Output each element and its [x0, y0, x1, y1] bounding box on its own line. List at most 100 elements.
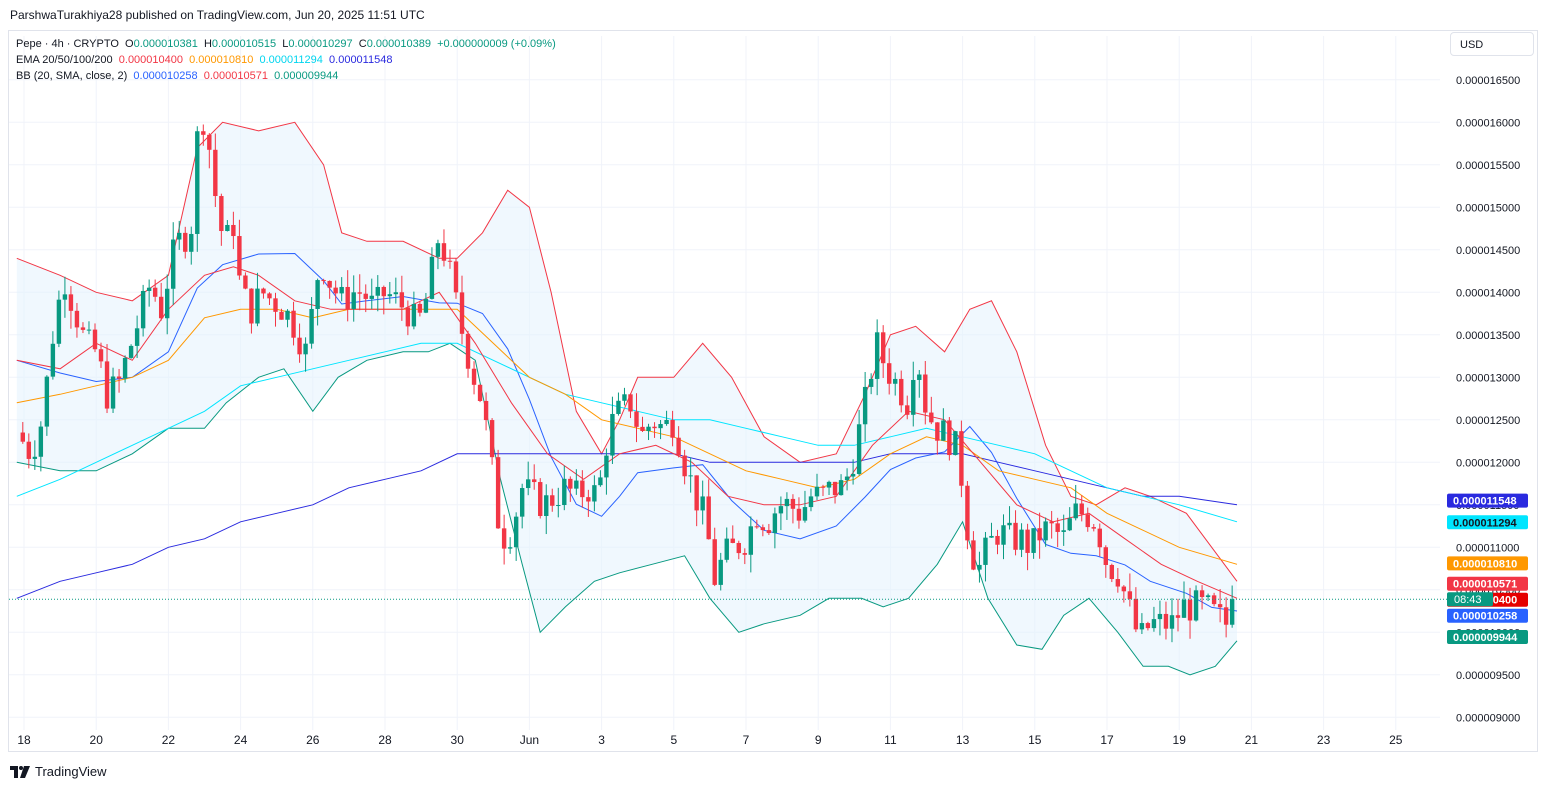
candle-body[interactable] [814, 486, 820, 497]
candle-body[interactable] [98, 349, 104, 362]
candle-body[interactable] [766, 530, 772, 534]
candle-body[interactable] [911, 379, 916, 415]
candle-body[interactable] [171, 239, 176, 289]
candle-body[interactable] [1055, 523, 1060, 532]
candle-body[interactable] [959, 431, 964, 486]
candle-body[interactable] [86, 329, 92, 331]
candle-body[interactable] [1097, 528, 1102, 548]
candle-body[interactable] [941, 420, 946, 441]
candle-body[interactable] [832, 481, 838, 496]
candle-body[interactable] [664, 419, 669, 425]
candle-body[interactable] [856, 424, 862, 474]
candle-body[interactable] [1109, 564, 1115, 580]
candle-body[interactable] [850, 473, 856, 477]
candle-body[interactable] [345, 286, 350, 309]
candle-body[interactable] [778, 506, 784, 514]
candle-body[interactable] [923, 374, 928, 413]
candle-body[interactable] [965, 485, 970, 541]
currency-button[interactable]: USD [1450, 32, 1534, 56]
candle-body[interactable] [1115, 579, 1121, 587]
candle-body[interactable] [592, 485, 597, 502]
candle-body[interactable] [225, 224, 230, 232]
candle-body[interactable] [62, 294, 68, 300]
candle-body[interactable] [929, 412, 934, 423]
candle-body[interactable] [122, 357, 128, 379]
candle-body[interactable] [1001, 525, 1006, 545]
candle-body[interactable] [1067, 518, 1072, 531]
candle-body[interactable] [886, 363, 892, 384]
candle-body[interactable] [790, 498, 796, 509]
candle-body[interactable] [1019, 529, 1024, 550]
candle-body[interactable] [862, 386, 868, 425]
candle-body[interactable] [303, 343, 308, 355]
candle-body[interactable] [134, 328, 140, 346]
candle-body[interactable] [1133, 598, 1139, 630]
candle-body[interactable] [267, 293, 272, 299]
candle-body[interactable] [983, 537, 988, 565]
candle-body[interactable] [507, 547, 513, 549]
candle-body[interactable] [874, 332, 880, 379]
candle-body[interactable] [164, 288, 170, 319]
candle-body[interactable] [195, 131, 200, 234]
candle-body[interactable] [44, 376, 50, 427]
candle-body[interactable] [1127, 591, 1133, 599]
candle-body[interactable] [1085, 514, 1090, 528]
candle-body[interactable] [471, 368, 477, 385]
candle-body[interactable] [1175, 615, 1181, 618]
candle-body[interactable] [724, 538, 729, 560]
candle-body[interactable] [1187, 599, 1193, 621]
candle-body[interactable] [38, 426, 44, 457]
candle-body[interactable] [670, 419, 675, 438]
candle-body[interactable] [1199, 590, 1205, 598]
candle-body[interactable] [748, 526, 754, 555]
candle-body[interactable] [628, 394, 633, 412]
candle-body[interactable] [32, 456, 38, 459]
candle-body[interactable] [333, 287, 338, 294]
candle-body[interactable] [1145, 623, 1151, 629]
candle-body[interactable] [772, 513, 778, 534]
candle-body[interactable] [1031, 528, 1036, 553]
tradingview-footer[interactable]: TradingView [10, 764, 107, 779]
candle-body[interactable] [706, 496, 711, 540]
candle-body[interactable] [177, 232, 182, 240]
candle-body[interactable] [255, 288, 260, 324]
candle-body[interactable] [754, 526, 760, 528]
candle-body[interactable] [477, 384, 483, 401]
candle-body[interactable] [676, 437, 681, 456]
candle-body[interactable] [435, 243, 441, 257]
candle-body[interactable] [429, 256, 435, 299]
candle-body[interactable] [838, 480, 844, 496]
candle-body[interactable] [56, 299, 62, 344]
candle-body[interactable] [1139, 623, 1145, 630]
candle-body[interactable] [104, 361, 110, 409]
candle-body[interactable] [712, 539, 717, 585]
candle-body[interactable] [369, 295, 374, 299]
candle-body[interactable] [465, 333, 471, 369]
candle-body[interactable] [899, 378, 904, 406]
candle-body[interactable] [1223, 607, 1229, 625]
candle-body[interactable] [315, 280, 320, 309]
candle-body[interactable] [152, 287, 158, 297]
candle-body[interactable] [989, 535, 994, 538]
candle-body[interactable] [820, 486, 826, 488]
candle-body[interactable] [646, 426, 651, 431]
candle-body[interactable] [556, 505, 561, 507]
candle-body[interactable] [483, 400, 489, 421]
candle-body[interactable] [682, 455, 687, 477]
candle-body[interactable] [971, 540, 976, 570]
candle-body[interactable] [1193, 590, 1199, 621]
candle-body[interactable] [297, 337, 302, 355]
candle-body[interactable] [550, 495, 555, 506]
candle-body[interactable] [1217, 604, 1223, 608]
symbol-label[interactable]: Pepe · 4h · CRYPTO [16, 38, 119, 50]
candle-body[interactable] [1205, 595, 1211, 598]
candle-body[interactable] [453, 261, 459, 293]
candle-body[interactable] [562, 478, 567, 506]
candle-body[interactable] [1079, 503, 1084, 515]
candle-body[interactable] [495, 457, 501, 529]
candle-body[interactable] [447, 260, 453, 262]
candle-body[interactable] [1121, 586, 1127, 592]
candle-body[interactable] [399, 292, 405, 308]
candle-body[interactable] [285, 310, 290, 320]
